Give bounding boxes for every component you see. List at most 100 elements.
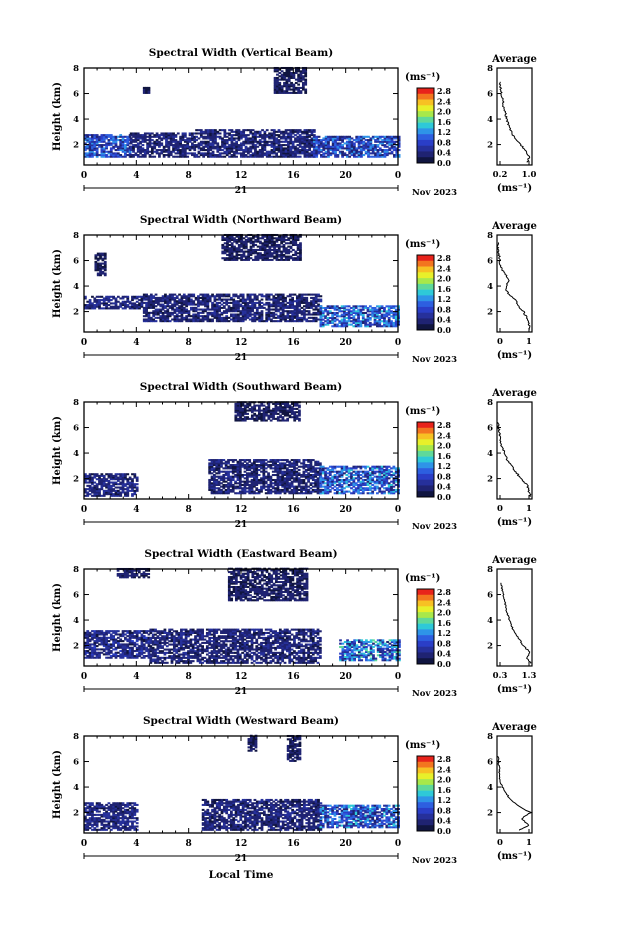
heatmap-cell <box>357 305 360 308</box>
heatmap-cell <box>114 135 118 138</box>
heatmap-cell <box>251 144 255 147</box>
heatmap-cell <box>279 135 283 138</box>
heatmap-cell <box>112 474 116 477</box>
heatmap-cell <box>274 313 278 316</box>
heatmap-cell <box>371 306 375 310</box>
heatmap-cell <box>272 129 276 132</box>
heatmap-cell <box>273 250 276 253</box>
heatmap-cell <box>247 248 251 251</box>
heatmap-cell <box>132 147 135 150</box>
heatmap-cell <box>232 155 236 158</box>
heatmap-cell <box>114 486 118 489</box>
heatmap-cell <box>385 313 389 316</box>
heatmap-cell <box>388 139 392 142</box>
heatmap-cell <box>276 86 279 89</box>
heatmap-cell <box>258 149 262 152</box>
heatmap-cell <box>250 470 254 473</box>
heatmap-cell <box>208 296 212 299</box>
heatmap-cell <box>254 240 258 243</box>
heatmap-cell <box>294 238 298 242</box>
heatmap-cell <box>373 318 377 321</box>
heatmap-cell <box>121 142 125 145</box>
heatmap-cell <box>230 250 234 253</box>
heatmap-cell <box>88 144 92 147</box>
heatmap-cell <box>128 481 132 484</box>
heatmap-cell <box>231 470 235 473</box>
heatmap-cell <box>269 478 273 482</box>
heatmap-cell <box>150 150 154 153</box>
heatmap-cell <box>126 149 130 152</box>
heatmap-cell <box>124 304 127 307</box>
heatmap-cell <box>145 308 148 311</box>
heatmap-cell <box>335 318 339 321</box>
heatmap-cell <box>242 129 246 132</box>
heatmap-cell <box>369 145 373 148</box>
heatmap-cell <box>286 301 290 304</box>
heatmap-cell <box>176 142 180 145</box>
heatmap-cell <box>251 129 255 132</box>
heatmap-cell <box>185 311 189 314</box>
heatmap-cell <box>331 483 335 486</box>
heatmap-cell <box>222 475 226 478</box>
heatmap-cell <box>121 147 125 150</box>
heatmap-cell <box>135 479 139 482</box>
heatmap-cell <box>164 301 167 304</box>
heatmap-cell <box>383 135 387 138</box>
heatmap-cell <box>267 293 271 296</box>
heatmap-cell <box>279 301 283 304</box>
heatmap-cell <box>307 477 310 480</box>
heatmap-cell <box>98 494 101 497</box>
heatmap-cell <box>301 139 304 142</box>
heatmap-cell <box>392 315 396 318</box>
heatmap-cell <box>312 320 316 323</box>
heatmap-cell <box>293 480 296 483</box>
heatmap-cell <box>347 323 351 326</box>
heatmap-cell <box>233 255 236 258</box>
heatmap-cell <box>116 139 120 142</box>
heatmap-cell <box>268 250 272 253</box>
heatmap-cell <box>206 298 210 301</box>
heatmap-cell <box>124 484 127 487</box>
heatmap-cell <box>397 155 401 158</box>
heatmap-cell <box>310 150 314 153</box>
heatmap-cell <box>215 482 219 485</box>
heatmap-cell <box>206 301 210 304</box>
heatmap-cell <box>100 152 104 155</box>
heatmap-cell <box>172 147 175 150</box>
heatmap-cell <box>126 299 130 302</box>
heatmap-cell <box>223 129 227 132</box>
heatmap-cell <box>267 488 270 491</box>
heatmap-cell <box>222 306 226 309</box>
heatmap-cell <box>119 147 123 150</box>
heatmap-cell <box>297 473 301 477</box>
heatmap-cell <box>300 300 304 303</box>
heatmap-cell <box>166 320 170 323</box>
heatmap-cell <box>321 313 325 316</box>
heatmap-cell <box>228 145 231 148</box>
heatmap-cell <box>254 257 258 260</box>
heatmap-cell <box>208 485 212 488</box>
heatmap-cell <box>318 464 322 467</box>
heatmap-cell <box>338 150 342 153</box>
heatmap-cell <box>251 134 255 137</box>
heatmap-cell <box>278 475 282 478</box>
heatmap-cell <box>95 154 99 157</box>
heatmap-cell <box>169 142 173 145</box>
heatmap-cell <box>324 140 328 143</box>
heatmap-cell <box>341 145 344 148</box>
heatmap-cell <box>183 145 187 148</box>
heatmap-cell <box>336 142 340 145</box>
heatmap-cell <box>272 311 276 314</box>
heatmap-cell <box>154 316 158 319</box>
heatmap-cell <box>262 465 266 468</box>
heatmap-cell <box>114 142 118 145</box>
heatmap-cell <box>157 308 160 311</box>
heatmap-cell <box>171 318 174 321</box>
heatmap-cell <box>286 295 290 298</box>
heatmap-cell <box>300 293 304 296</box>
heatmap-cell <box>261 149 264 152</box>
heatmap-cell <box>355 147 359 150</box>
heatmap-cell <box>179 142 183 145</box>
heatmap-cell <box>150 132 154 135</box>
heatmap-cell <box>186 145 190 148</box>
